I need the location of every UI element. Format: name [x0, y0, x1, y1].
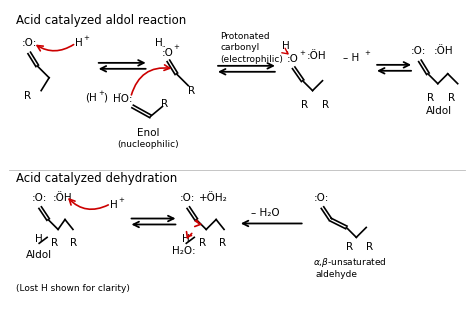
Text: Acid catalyzed aldol reaction: Acid catalyzed aldol reaction: [16, 14, 187, 27]
Text: :ÖH: :ÖH: [307, 51, 326, 61]
Text: R: R: [219, 238, 226, 248]
Text: R: R: [427, 93, 434, 103]
Text: Aldol: Aldol: [426, 107, 452, 116]
Text: +: +: [83, 35, 89, 41]
Text: $\alpha$,$\beta$-unsaturated: $\alpha$,$\beta$-unsaturated: [312, 256, 386, 269]
Text: R: R: [24, 91, 31, 101]
Text: :O:: :O:: [411, 46, 427, 56]
Text: – H₂O: – H₂O: [251, 208, 279, 217]
Text: Protonated: Protonated: [220, 32, 270, 41]
Text: ..: ..: [118, 89, 122, 95]
Text: R: R: [365, 242, 373, 252]
Text: carbonyl: carbonyl: [220, 43, 259, 52]
Text: HO:: HO:: [113, 94, 132, 104]
Text: +: +: [119, 197, 125, 203]
Text: R: R: [301, 99, 308, 110]
Text: H: H: [75, 38, 83, 48]
Text: H: H: [35, 234, 43, 244]
Text: H: H: [182, 234, 190, 244]
Text: (H: (H: [85, 93, 97, 103]
Text: R: R: [71, 238, 78, 248]
Text: H: H: [155, 38, 162, 48]
Text: H₂O:: H₂O:: [172, 246, 195, 256]
Text: ..: ..: [161, 42, 166, 48]
Text: R: R: [322, 99, 329, 110]
Text: :O:: :O:: [21, 38, 37, 48]
Text: :O:: :O:: [314, 193, 329, 203]
Text: – H: – H: [343, 53, 359, 63]
Text: (Lost H shown for clarity): (Lost H shown for clarity): [16, 284, 130, 293]
Text: :O: :O: [162, 48, 173, 58]
Text: ): ): [103, 93, 107, 103]
Text: R: R: [161, 98, 168, 109]
Text: H: H: [282, 41, 290, 51]
Text: :O:: :O:: [31, 193, 47, 203]
Text: +: +: [365, 50, 370, 56]
Text: aldehyde: aldehyde: [315, 270, 357, 278]
Text: (nucleophilic): (nucleophilic): [118, 140, 179, 149]
Text: R: R: [51, 238, 58, 248]
Text: :O: :O: [287, 54, 299, 64]
Text: :ÖH: :ÖH: [53, 193, 73, 203]
Text: R: R: [346, 242, 353, 252]
Text: :O:: :O:: [180, 193, 195, 203]
Text: R: R: [448, 93, 456, 103]
Text: R: R: [188, 86, 195, 96]
Text: Aldol: Aldol: [26, 250, 52, 260]
Text: +: +: [173, 44, 179, 50]
Text: Acid catalyzed dehydration: Acid catalyzed dehydration: [16, 172, 178, 185]
Text: Enol: Enol: [137, 128, 160, 138]
Text: +: +: [98, 90, 104, 96]
Text: :ÖH: :ÖH: [434, 46, 454, 56]
Text: H: H: [110, 200, 118, 210]
Text: R: R: [199, 238, 206, 248]
Text: +: +: [300, 50, 306, 56]
Text: (electrophilic): (electrophilic): [220, 55, 283, 65]
Text: +ÖH₂: +ÖH₂: [199, 193, 228, 203]
